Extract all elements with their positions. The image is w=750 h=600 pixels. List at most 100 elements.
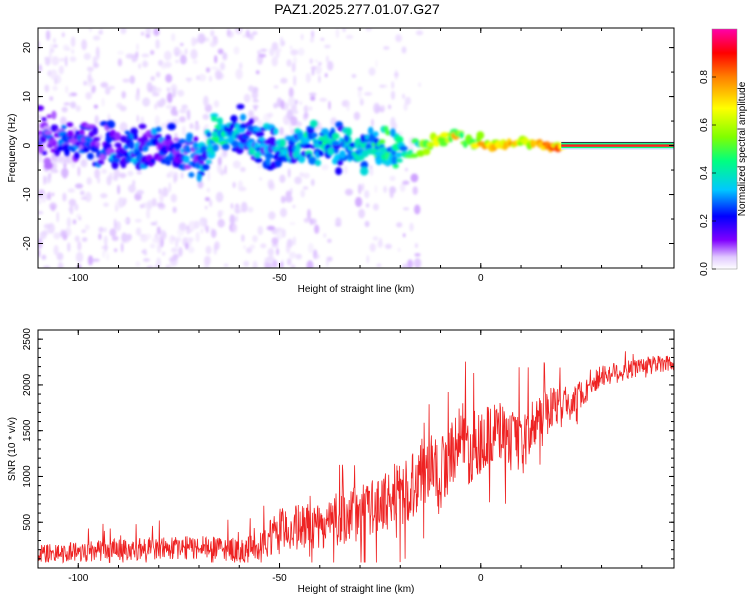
noise-blob bbox=[318, 75, 321, 83]
noise-blob bbox=[315, 254, 320, 259]
noise-blob bbox=[359, 98, 364, 102]
noise-blob bbox=[308, 106, 313, 111]
noise-blob bbox=[134, 219, 142, 223]
noise-blob bbox=[371, 118, 374, 127]
noise-blob bbox=[285, 195, 293, 203]
ridge-blob bbox=[327, 147, 335, 156]
ridge-blob bbox=[205, 159, 212, 164]
noise-blob bbox=[166, 173, 171, 179]
noise-blob bbox=[83, 80, 88, 86]
noise-blob bbox=[205, 205, 208, 210]
noise-blob bbox=[187, 246, 195, 254]
ridge-blob bbox=[142, 145, 149, 152]
noise-blob bbox=[379, 84, 386, 88]
ridge-blob bbox=[255, 130, 265, 138]
noise-blob bbox=[171, 247, 178, 253]
noise-blob bbox=[319, 97, 328, 102]
noise-blob bbox=[280, 36, 284, 47]
noise-blob bbox=[99, 28, 103, 35]
colorbar-tick-label: 0.6 bbox=[699, 118, 710, 132]
noise-blob bbox=[327, 256, 333, 262]
noise-blob bbox=[302, 186, 309, 190]
ridge-blob bbox=[339, 150, 346, 159]
noise-blob bbox=[164, 50, 172, 61]
noise-blob bbox=[157, 237, 162, 248]
ridge-blob bbox=[360, 160, 369, 169]
noise-blob bbox=[121, 242, 124, 253]
noise-blob bbox=[390, 116, 396, 128]
noise-blob bbox=[260, 243, 267, 249]
noise-blob bbox=[343, 165, 348, 175]
noise-blob bbox=[293, 75, 297, 87]
noise-blob bbox=[309, 92, 317, 97]
noise-blob bbox=[315, 59, 318, 63]
noise-blob bbox=[68, 198, 77, 207]
noise-blob bbox=[364, 220, 370, 228]
noise-blob bbox=[292, 204, 296, 209]
noise-blob bbox=[59, 58, 66, 62]
ridge-blob bbox=[253, 152, 261, 159]
noise-blob bbox=[374, 185, 378, 194]
noise-blob bbox=[379, 105, 386, 113]
noise-blob bbox=[219, 62, 226, 71]
noise-blob bbox=[309, 58, 313, 64]
ridge-blob bbox=[248, 118, 254, 125]
noise-blob bbox=[267, 112, 274, 118]
noise-blob bbox=[399, 183, 406, 193]
noise-blob bbox=[61, 167, 69, 178]
noise-blob bbox=[43, 265, 51, 268]
noise-blob bbox=[159, 192, 164, 204]
noise-blob bbox=[401, 263, 408, 268]
noise-blob bbox=[204, 197, 210, 202]
noise-blob bbox=[67, 188, 76, 193]
noise-blob bbox=[174, 132, 178, 139]
ridge-band-core bbox=[561, 144, 674, 147]
noise-blob bbox=[143, 258, 150, 262]
noise-blob bbox=[305, 72, 311, 83]
noise-blob bbox=[307, 242, 314, 254]
noise-blob bbox=[222, 52, 228, 61]
ridge-blob bbox=[92, 126, 98, 136]
noise-blob bbox=[172, 206, 177, 213]
noise-blob bbox=[401, 46, 407, 54]
noise-blob bbox=[243, 260, 250, 267]
ridge-blob bbox=[273, 127, 279, 135]
ridge-blob bbox=[132, 133, 138, 141]
noise-blob bbox=[53, 38, 56, 43]
noise-blob bbox=[83, 52, 92, 61]
noise-blob bbox=[215, 191, 224, 203]
ridge-blob bbox=[51, 110, 57, 120]
noise-blob bbox=[213, 100, 220, 108]
noise-blob bbox=[121, 91, 126, 99]
noise-blob bbox=[38, 198, 41, 205]
noise-blob bbox=[154, 103, 158, 110]
x-tick-label: -50 bbox=[272, 573, 287, 584]
noise-blob bbox=[141, 53, 150, 58]
noise-blob bbox=[135, 51, 139, 58]
ridge-blob bbox=[236, 104, 245, 110]
snr-panel: -100 -50 0 500 1000 1500 2000 2500 Height of st… bbox=[7, 328, 675, 595]
ridge-blob bbox=[211, 131, 220, 138]
noise-blob bbox=[369, 167, 374, 176]
noise-blob bbox=[267, 248, 274, 257]
noise-blob bbox=[42, 229, 49, 236]
noise-blob bbox=[80, 159, 87, 167]
noise-blob bbox=[342, 28, 346, 32]
ridge-blob bbox=[357, 155, 365, 161]
noise-blob bbox=[89, 28, 92, 33]
noise-blob bbox=[286, 59, 292, 67]
noise-blob bbox=[415, 30, 424, 36]
noise-blob bbox=[161, 122, 167, 130]
ridge-blob bbox=[221, 143, 230, 150]
noise-blob bbox=[231, 223, 238, 234]
noise-blob bbox=[223, 263, 229, 267]
noise-blob bbox=[127, 184, 136, 193]
ridge-blob bbox=[115, 142, 122, 149]
noise-blob bbox=[252, 99, 259, 103]
noise-blob bbox=[217, 210, 222, 219]
noise-blob bbox=[155, 71, 161, 78]
spectrogram-y-label: Frequency (Hz) bbox=[7, 114, 18, 183]
noise-blob bbox=[327, 238, 332, 243]
noise-blob bbox=[52, 44, 58, 48]
